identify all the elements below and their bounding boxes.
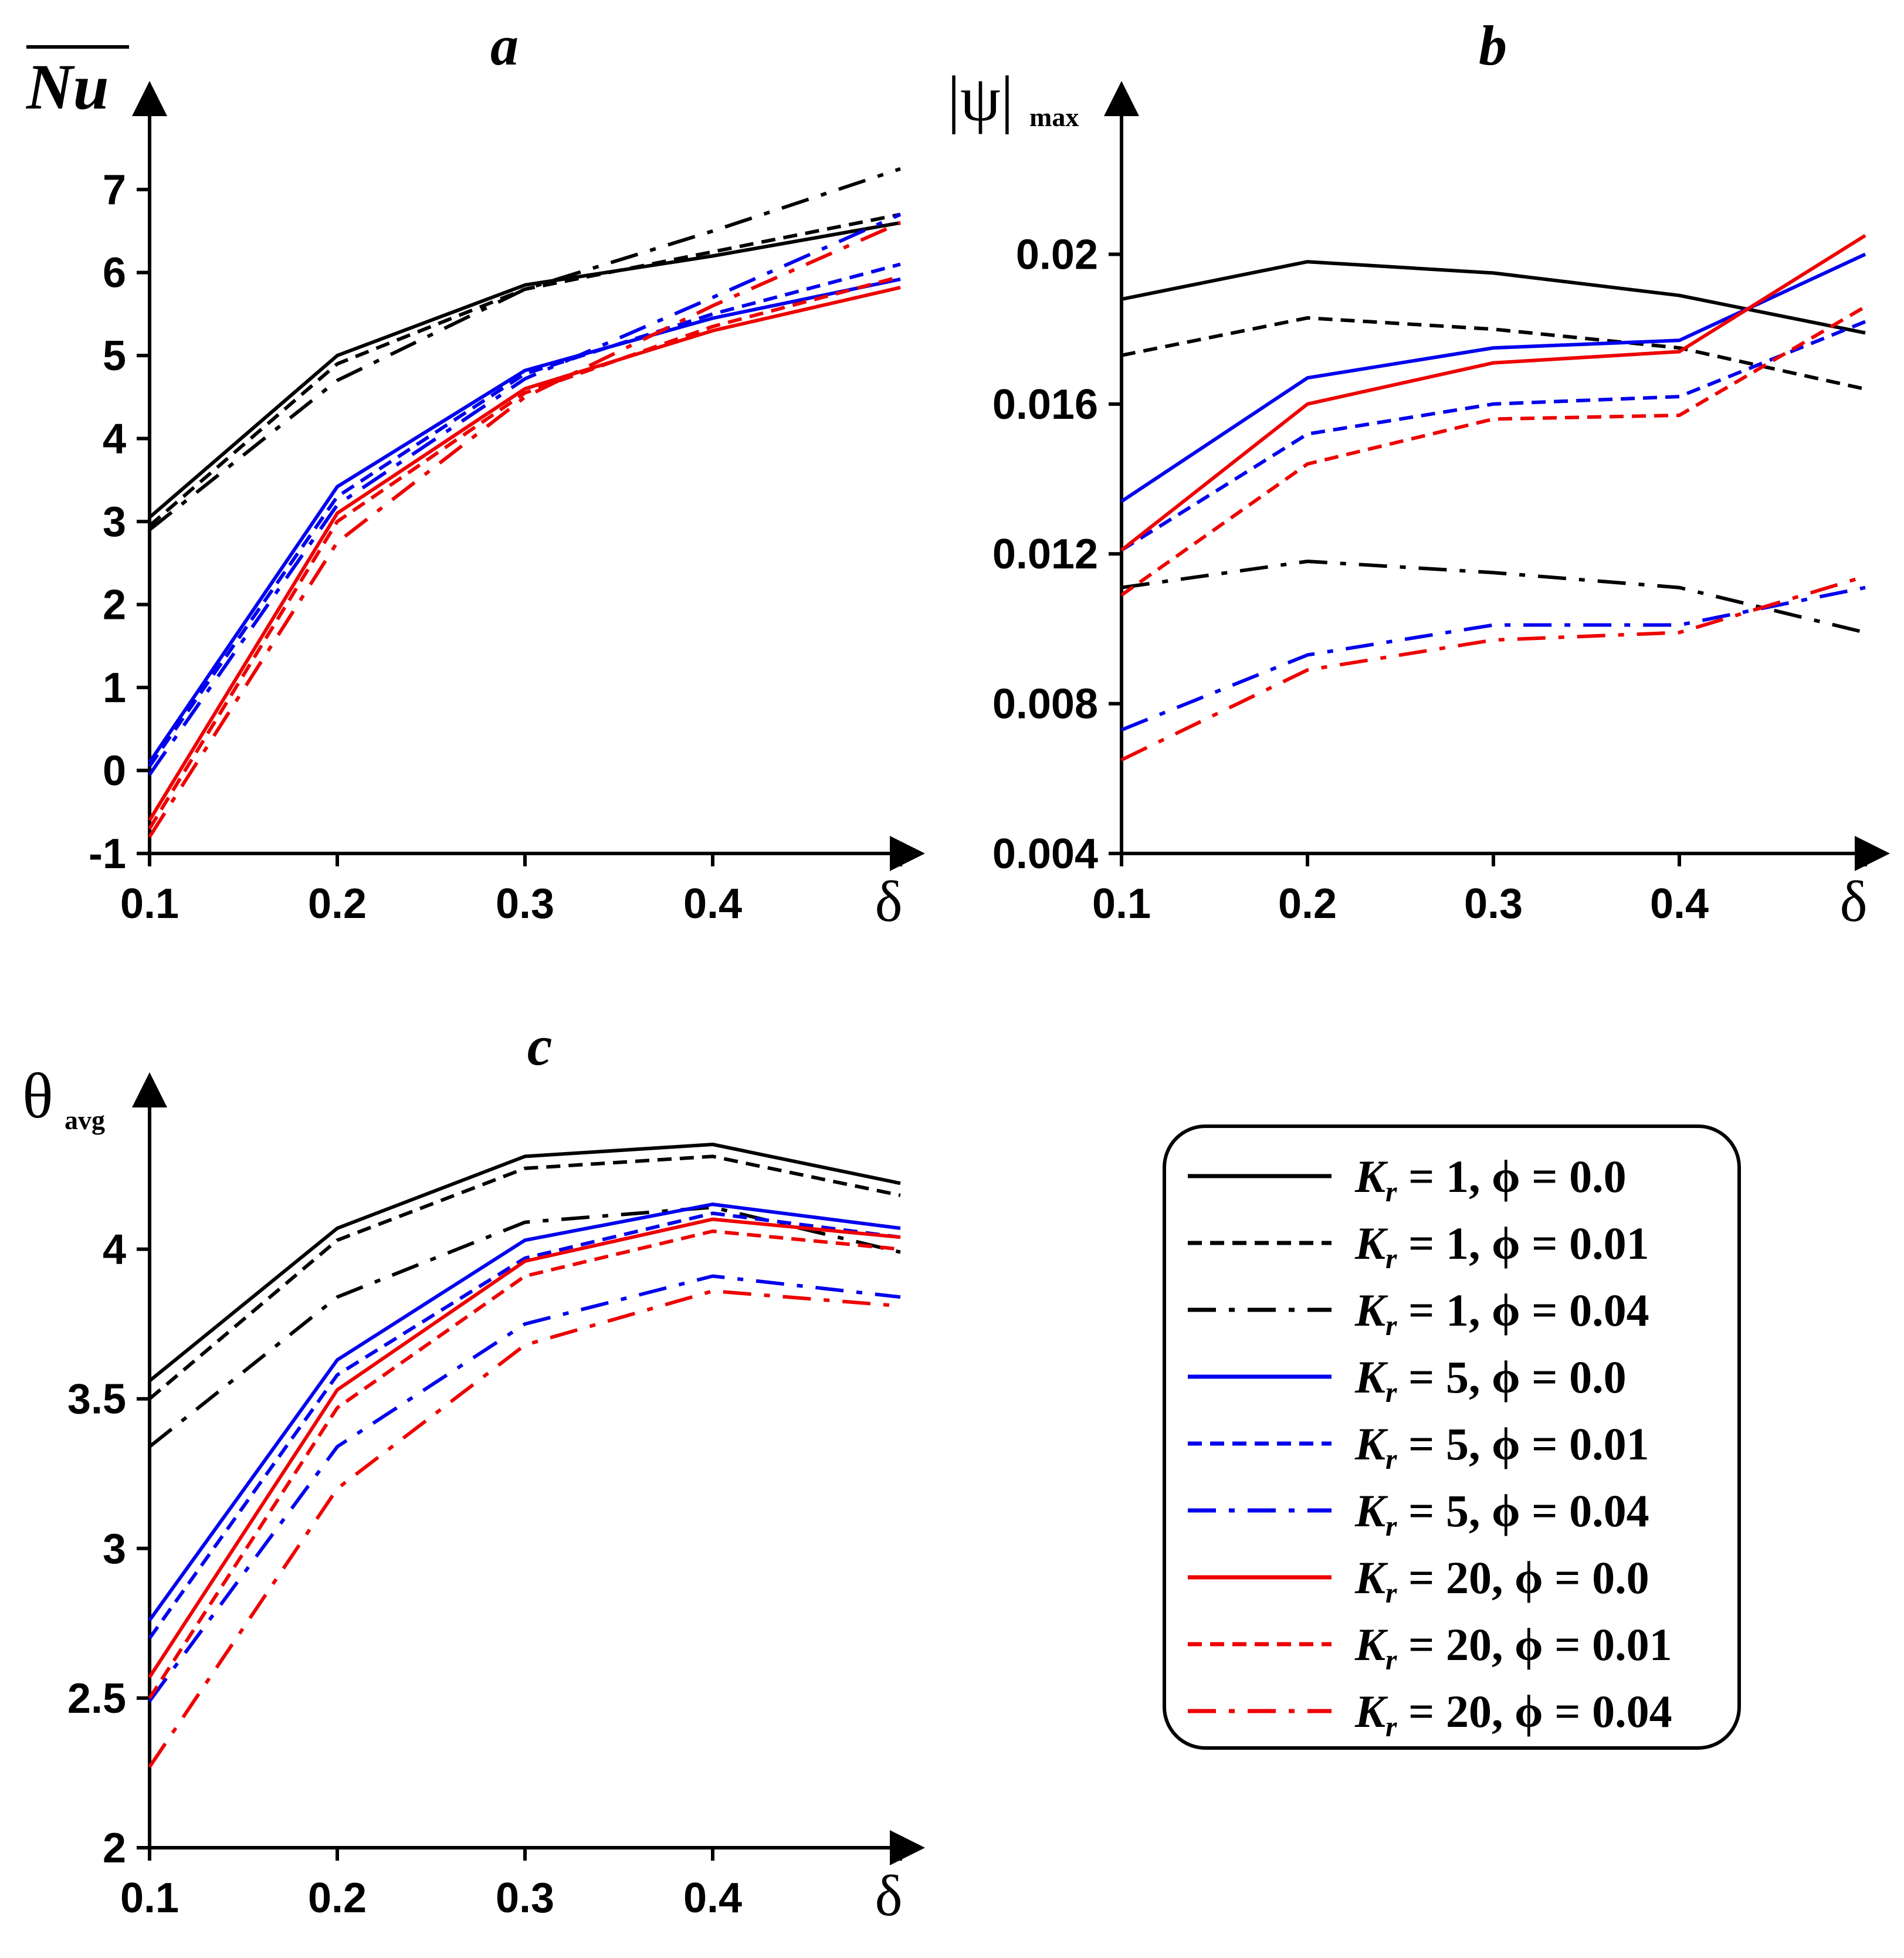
series-line xyxy=(1121,316,1866,391)
legend-label: Kr = 1, ϕ = 0.04 xyxy=(1354,1285,1649,1342)
legend-label: Kr = 1, ϕ = 0.0 xyxy=(1354,1151,1627,1208)
series-line xyxy=(148,1143,901,1383)
x-tick-label: 0.4 xyxy=(683,880,742,927)
y-tick-label: 0.012 xyxy=(992,531,1098,578)
series-line xyxy=(148,286,901,821)
y-tick-label: 2 xyxy=(103,582,126,629)
series-line xyxy=(1121,560,1866,635)
x-tick-label: 0.1 xyxy=(1092,880,1151,927)
series-line xyxy=(1120,574,1866,762)
series-line xyxy=(1120,585,1866,732)
y-tick-label: 1 xyxy=(103,665,126,712)
x-tick-label: 0.3 xyxy=(1464,880,1523,927)
panel-b-plot: 0.1 0.2 0.3 0.4 δ 0.004 0.008 0.012 0.016 0.02 xyxy=(992,81,1890,934)
y-tick-label: 0 xyxy=(103,748,126,795)
x-axis-label: δ xyxy=(875,1863,902,1928)
series-line xyxy=(148,1274,901,1702)
panel-b-ylabel: |ψ| max xyxy=(947,63,1079,134)
series-line xyxy=(1120,233,1866,552)
x-tick-label: 0.2 xyxy=(308,880,367,927)
y-tick-label: 3.5 xyxy=(67,1376,126,1423)
series-line xyxy=(148,1229,901,1699)
x-tick-label: 0.4 xyxy=(683,1875,742,1922)
series-line xyxy=(148,1289,901,1768)
series-line xyxy=(148,1211,901,1639)
panel-b-ylabel-sub: max xyxy=(1029,102,1079,132)
legend-label: Kr = 5, ϕ = 0.01 xyxy=(1354,1418,1649,1475)
series-line xyxy=(148,275,901,830)
y-tick-label: 2 xyxy=(103,1825,126,1872)
legend-label: Kr = 5, ϕ = 0.04 xyxy=(1354,1485,1649,1542)
series-line xyxy=(148,212,902,776)
x-tick-label: 0.3 xyxy=(496,880,554,927)
panel-a-ylabel-text: Nu xyxy=(25,51,109,123)
panel-c-title: c xyxy=(527,1014,553,1077)
x-tick-label: 0.2 xyxy=(1278,880,1337,927)
x-tick-label: 0.3 xyxy=(496,1875,554,1922)
x-tick-label: 0.1 xyxy=(120,1875,179,1922)
legend-label: Kr = 20, ϕ = 0.0 xyxy=(1354,1552,1649,1609)
y-tick-label: 4 xyxy=(103,416,126,463)
y-tick-label: 7 xyxy=(103,167,126,214)
series-line xyxy=(148,1202,901,1621)
y-tick-label: 4 xyxy=(103,1227,126,1273)
panel-a-plot: 0.1 0.2 0.3 0.4 δ -1 0 1 2 3 4 5 6 7 xyxy=(89,81,925,934)
series-line xyxy=(1120,320,1866,552)
series-line xyxy=(148,167,901,531)
panel-a-ylabel: Nu xyxy=(25,45,129,123)
y-tick-label: 0.004 xyxy=(992,831,1098,878)
legend: Kr = 1, ϕ = 0.0 Kr = 1, ϕ = 0.01 Kr = 1, ϕ… xyxy=(1163,1124,1741,1750)
legend-label: Kr = 5, ϕ = 0.0 xyxy=(1354,1351,1627,1408)
series-line xyxy=(148,1154,901,1400)
panel-b-ylabel-text: |ψ| xyxy=(947,63,1014,134)
legend-label: Kr = 20, ϕ = 0.04 xyxy=(1354,1686,1672,1743)
x-tick-label: 0.2 xyxy=(308,1875,367,1922)
y-tick-label: 0.008 xyxy=(992,681,1098,728)
panel-c-ylabel: θ avg xyxy=(22,1060,105,1135)
y-tick-label: 2.5 xyxy=(67,1675,126,1722)
series-line xyxy=(148,212,901,527)
y-tick-label: 0.016 xyxy=(992,381,1098,428)
x-tick-label: 0.4 xyxy=(1650,880,1709,927)
y-tick-label: 5 xyxy=(103,333,126,380)
panel-b-title: b xyxy=(1479,14,1507,77)
series-line xyxy=(1121,260,1866,335)
series-line xyxy=(148,277,901,764)
series-line xyxy=(148,262,901,768)
y-tick-label: 6 xyxy=(103,250,126,297)
panel-c-plot: 0.1 0.2 0.3 0.4 δ 2 2.5 3 3.5 4 xyxy=(67,1072,925,1928)
series-line xyxy=(1120,305,1866,597)
x-axis-label: δ xyxy=(1839,869,1867,934)
legend-label: Kr = 1, ϕ = 0.01 xyxy=(1354,1218,1649,1275)
panel-a-title: a xyxy=(490,14,519,77)
x-tick-label: 0.1 xyxy=(120,880,179,927)
series-line xyxy=(148,221,902,838)
panel-c-ylabel-sub: avg xyxy=(65,1105,105,1135)
series-line xyxy=(148,221,901,519)
series-line xyxy=(148,1205,901,1448)
legend-label: Kr = 20, ϕ = 0.01 xyxy=(1354,1619,1672,1676)
y-tick-label: -1 xyxy=(89,831,126,878)
series-line xyxy=(148,1217,901,1678)
x-axis-label: δ xyxy=(875,869,902,934)
legend-frame xyxy=(1163,1124,1741,1750)
y-tick-label: 0.02 xyxy=(1016,231,1098,278)
y-tick-label: 3 xyxy=(103,499,126,546)
y-tick-label: 3 xyxy=(103,1526,126,1573)
panel-c-ylabel-text: θ xyxy=(22,1060,53,1132)
